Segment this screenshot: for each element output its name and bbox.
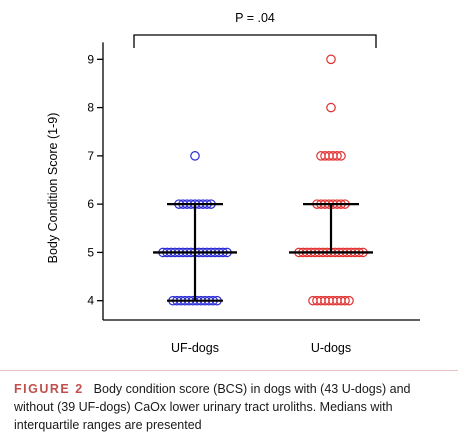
- interquartile-bars: [153, 203, 373, 302]
- data-point: [326, 54, 336, 65]
- data-point: [326, 102, 336, 113]
- caption-divider: [0, 370, 458, 371]
- y-tick-label: 8: [87, 101, 94, 115]
- y-tick-label: 4: [87, 294, 94, 308]
- significance-bracket: P = .04: [133, 11, 377, 48]
- x-category-label: U-dogs: [311, 341, 351, 355]
- y-tick-label: 9: [87, 52, 94, 66]
- bracket-line: [133, 34, 377, 48]
- figure-caption: FIGURE 2 Body condition score (BCS) in do…: [14, 380, 450, 434]
- figure-label: FIGURE 2: [14, 382, 84, 396]
- y-axis-title: Body Condition Score (1-9): [46, 113, 60, 264]
- data-point: [332, 151, 342, 161]
- data-point: [190, 151, 200, 161]
- y-tick-label: 6: [87, 197, 94, 211]
- data-points: [158, 54, 368, 306]
- p-value-label: P = .04: [235, 11, 275, 25]
- data-point: [344, 295, 354, 306]
- data-point: [336, 151, 346, 161]
- y-tick-label: 7: [87, 149, 94, 163]
- y-tick-label: 5: [87, 245, 94, 259]
- data-point: [340, 295, 350, 306]
- caption-text: Body condition score (BCS) in dogs with …: [14, 382, 411, 432]
- x-category-label: UF-dogs: [171, 341, 219, 355]
- axes: 4 5 6 7 8 9 Body Condition Score (1-9) UF-dogs U…: [46, 42, 420, 355]
- scatter-plot: 4 5 6 7 8 9 Body Condition Score (1-9) UF-dogs U…: [46, 11, 420, 355]
